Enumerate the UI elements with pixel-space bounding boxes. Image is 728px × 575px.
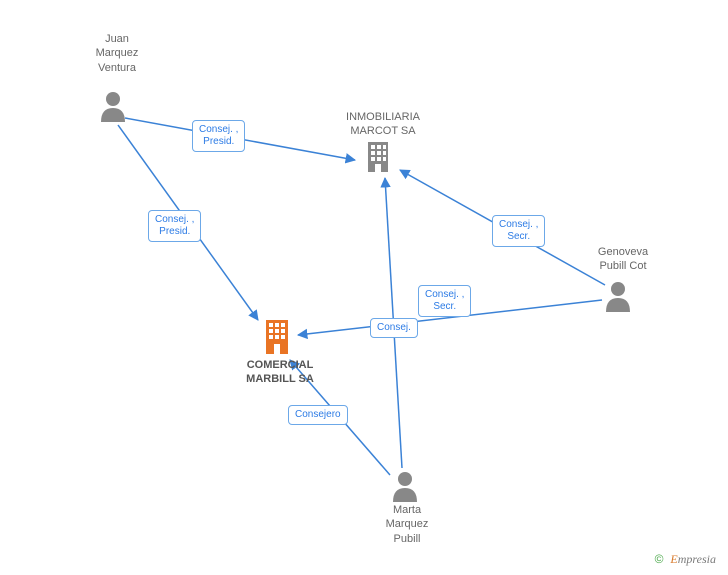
edge-label: Consej. , Presid. xyxy=(148,210,201,242)
edge-label: Consej. , Secr. xyxy=(492,215,545,247)
person-icon xyxy=(390,470,420,507)
node-label-inmobiliaria: INMOBILIARIA MARCOT SA xyxy=(338,110,428,139)
edge-label: Consej. , Presid. xyxy=(192,120,245,152)
brand-cap: E xyxy=(670,552,677,566)
person-icon xyxy=(98,90,128,127)
brand-rest: mpresia xyxy=(678,552,716,566)
node-label-comercial: COMERCIAL MARBILL SA xyxy=(240,358,320,387)
edge-label: Consej. , Secr. xyxy=(418,285,471,317)
building-main-icon xyxy=(262,318,292,359)
edge-label: Consej. xyxy=(370,318,418,338)
copyright-symbol: © xyxy=(655,552,664,566)
person-icon xyxy=(603,280,633,317)
node-label-marta: Marta Marquez Pubill xyxy=(378,503,436,546)
footer-brand: © Empresia xyxy=(655,552,716,567)
node-label-juan: Juan Marquez Ventura xyxy=(88,32,146,75)
edge-label: Consejero xyxy=(288,405,348,425)
node-label-genoveva: Genoveva Pubill Cot xyxy=(588,245,658,274)
building-icon xyxy=(364,140,392,177)
